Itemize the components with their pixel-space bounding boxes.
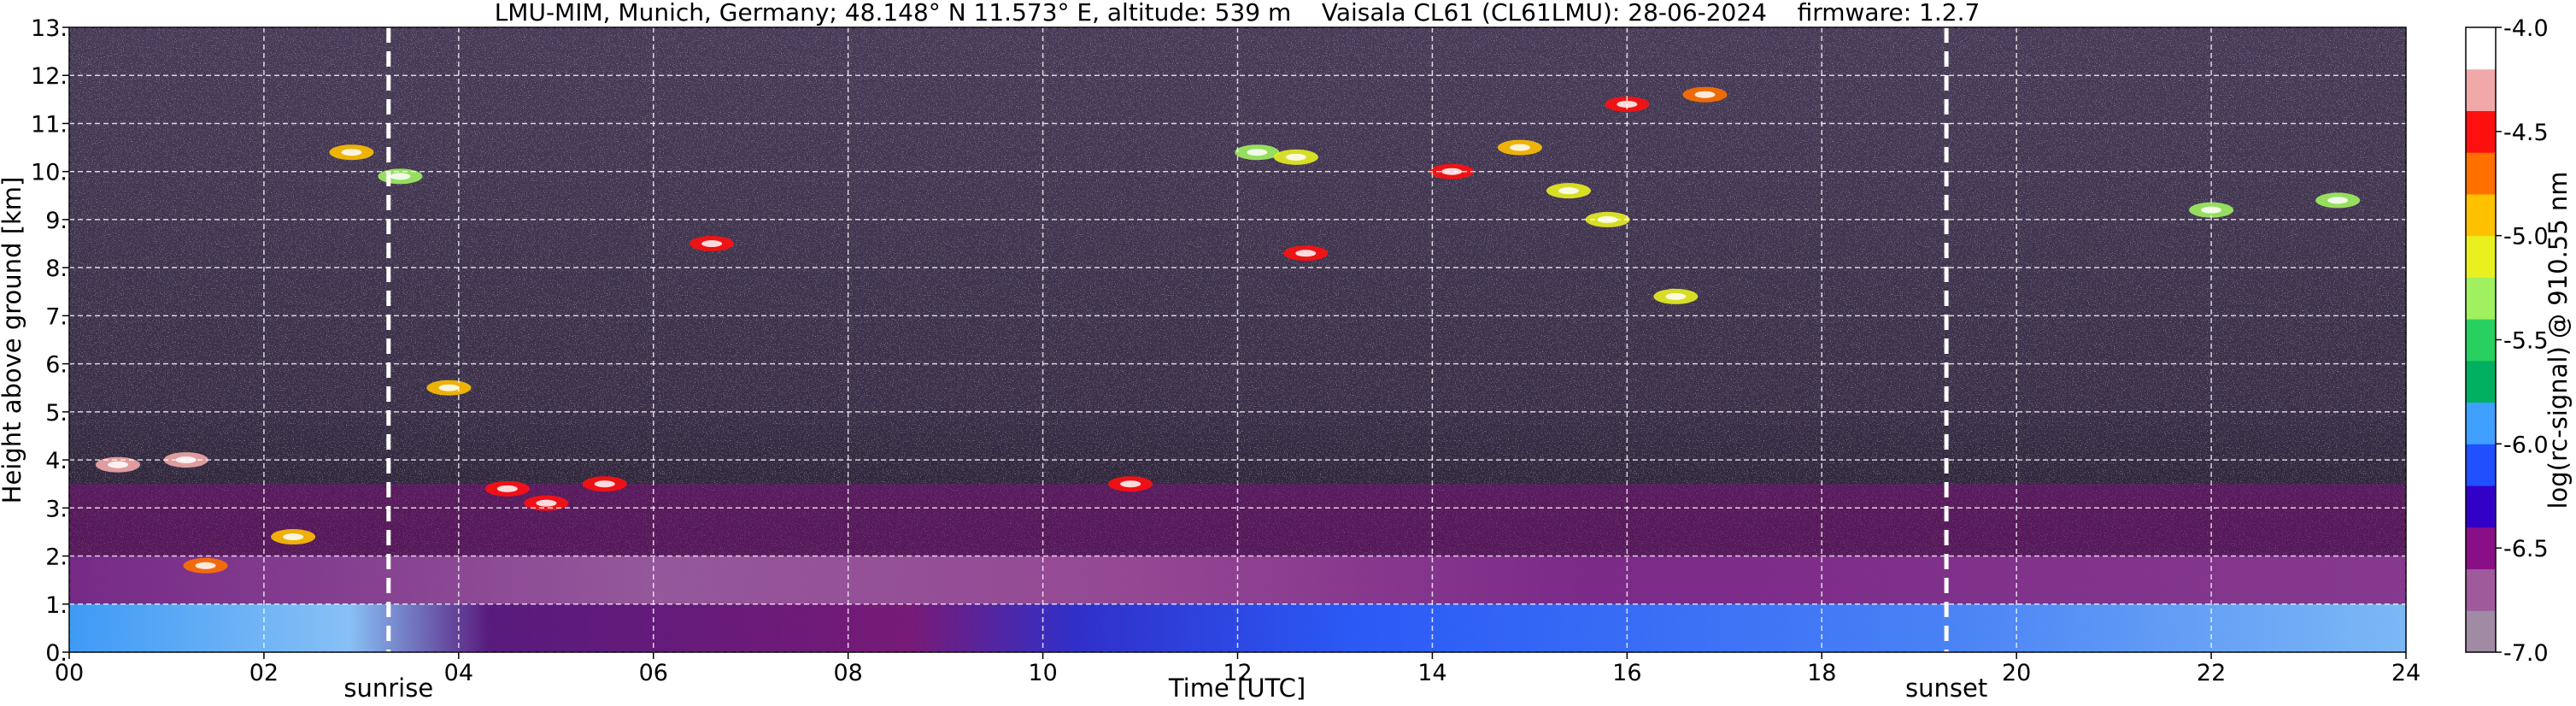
y-tick-label: 1. — [45, 592, 67, 619]
cloud-feature-core — [496, 485, 518, 492]
cloud-feature-core — [594, 480, 615, 488]
colorbar-segment — [2466, 235, 2496, 278]
y-tick-label: 8. — [45, 256, 67, 282]
colorbar-segment — [2466, 68, 2496, 111]
colorbar-tick-label: -5.5 — [2503, 328, 2549, 355]
aerosol-layer — [69, 556, 2406, 604]
cloud-feature-core — [1120, 480, 1141, 488]
y-tick-label: 0. — [45, 640, 67, 667]
y-tick-label: 6. — [45, 352, 67, 379]
cloud-feature-core — [1295, 250, 1317, 257]
chart-title: LMU-MIM, Munich, Germany; 48.148° N 11.5… — [495, 0, 1980, 26]
colorbar-tick-label: -5.0 — [2503, 224, 2549, 250]
colorbar-segment — [2466, 444, 2496, 486]
colorbar-segment — [2466, 485, 2496, 528]
cloud-feature-core — [341, 149, 362, 156]
colorbar-tick-label: -4.0 — [2503, 15, 2549, 42]
cloud-feature-core — [438, 384, 460, 391]
colorbar-segment — [2466, 527, 2496, 570]
cloud-feature-core — [2327, 197, 2349, 204]
colorbar-segment — [2466, 319, 2496, 362]
cloud-feature-core — [1247, 149, 1268, 156]
y-tick-label: 10. — [31, 160, 67, 186]
cloud-feature-core — [701, 240, 723, 248]
sunrise-label: sunrise — [343, 674, 433, 703]
colorbar-segment — [2466, 360, 2496, 403]
cloud-feature-core — [1694, 91, 1716, 98]
colorbar-tick-label: -7.0 — [2503, 640, 2549, 667]
colorbar-segment — [2466, 152, 2496, 195]
y-axis-label: Height above ground [km] — [0, 177, 26, 504]
y-tick-label: 3. — [45, 496, 67, 522]
x-tick-label: 16 — [1612, 660, 1641, 686]
colorbar: -4.0 -4.5 -5.0 -5.5 -6.0 -6.5 -7.0 — [2465, 15, 2549, 667]
y-tick-label: 7. — [45, 303, 67, 330]
colorbar-tick-label: -6.0 — [2503, 432, 2549, 458]
colorbar-segment — [2466, 110, 2496, 153]
x-tick-label: 22 — [2197, 660, 2226, 686]
y-tick-label: 12. — [31, 63, 67, 90]
colorbar-segment — [2466, 402, 2496, 444]
cloud-feature-core — [195, 562, 216, 569]
x-tick-label: 06 — [639, 660, 668, 686]
x-tick-label: 08 — [833, 660, 862, 686]
y-tick-label: 13. — [31, 15, 67, 42]
colorbar-segment — [2466, 610, 2496, 653]
x-tick-label: 18 — [1807, 660, 1836, 686]
sunset-label: sunset — [1905, 674, 1987, 703]
grid-lines — [68, 26, 2407, 653]
colorbar-segment — [2466, 27, 2496, 70]
x-tick-label: 00 — [55, 660, 84, 686]
cloud-feature-core — [1558, 187, 1579, 195]
cloud-feature-core — [1665, 292, 1687, 300]
x-tick-label: 12 — [1223, 660, 1252, 686]
cloud-feature-core — [390, 173, 411, 180]
y-tick-label: 2. — [45, 544, 67, 571]
cloud-feature-core — [1285, 153, 1306, 161]
x-tick-label: 14 — [1417, 660, 1446, 686]
x-tick-label: 02 — [249, 660, 279, 686]
cloud-feature-core — [1509, 144, 1530, 151]
y-tick-label: 9. — [45, 208, 67, 234]
x-tick-label: 04 — [444, 660, 473, 686]
x-axis-label: Time [UTC] — [1168, 674, 1306, 703]
cloud-feature-core — [283, 533, 304, 541]
cloud-feature-core — [1617, 100, 1638, 108]
x-tick-label: 24 — [2391, 660, 2421, 686]
x-tick-label: 20 — [2002, 660, 2031, 686]
colorbar-tick-label: -4.5 — [2503, 120, 2549, 146]
colorbar-segment — [2466, 193, 2496, 237]
x-tick-label: 10 — [1028, 660, 1057, 686]
cloud-feature-core — [175, 456, 197, 464]
colorbar-tick-label: -6.5 — [2503, 536, 2549, 562]
cloud-feature-core — [107, 461, 128, 468]
cloud-feature-core — [536, 499, 557, 507]
colorbar-label: log(rc-signal) @ 910.55 nm — [2544, 171, 2573, 509]
colorbar-segment — [2466, 568, 2496, 611]
colorbar-segment — [2466, 277, 2496, 320]
y-tick-label: 5. — [45, 400, 67, 427]
cloud-feature-core — [1441, 168, 1463, 175]
y-tick-label: 4. — [45, 448, 67, 474]
y-tick-label: 11. — [31, 111, 67, 138]
